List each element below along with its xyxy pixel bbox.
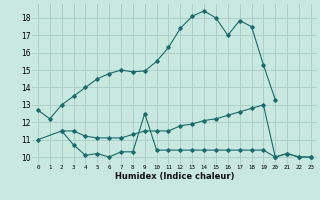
X-axis label: Humidex (Indice chaleur): Humidex (Indice chaleur) — [115, 172, 234, 181]
